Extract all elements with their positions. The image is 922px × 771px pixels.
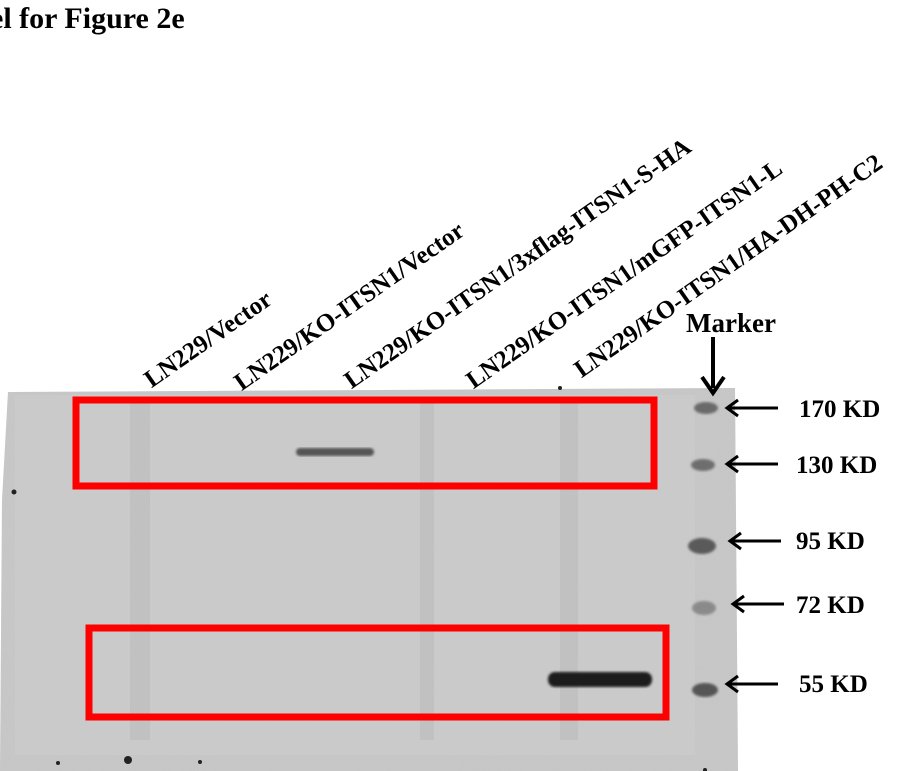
marker-band-72	[692, 601, 716, 615]
size-arrows	[724, 398, 784, 694]
blot-specks	[11, 386, 707, 771]
arrow-55kd-icon	[724, 674, 778, 694]
arrow-72kd-icon	[730, 594, 784, 614]
marker-ladder	[688, 402, 718, 697]
kd-label-55: 55 KD	[799, 671, 868, 698]
highlight-box-upper	[72, 396, 658, 490]
band-130kd-lane3	[296, 448, 374, 456]
arrow-170kd-icon	[724, 398, 778, 418]
kd-label-95: 95 KD	[796, 528, 865, 555]
highlight-box-lower	[85, 624, 670, 721]
figure-title: el for Figure 2e	[0, 2, 185, 35]
marker-band-170	[694, 402, 718, 414]
marker-down-arrow	[700, 337, 726, 397]
marker-band-130	[691, 459, 715, 471]
kd-label-170: 170 KD	[799, 396, 881, 423]
marker-band-95	[688, 538, 716, 554]
arrow-95kd-icon	[727, 531, 781, 551]
marker-label: Marker	[686, 308, 776, 338]
arrow-130kd-icon	[724, 454, 778, 474]
kd-label-130: 130 KD	[796, 452, 878, 479]
marker-band-55	[692, 683, 718, 697]
kd-label-72: 72 KD	[796, 592, 865, 619]
sample-bands	[296, 448, 652, 687]
band-55kd-lane5	[548, 672, 652, 687]
